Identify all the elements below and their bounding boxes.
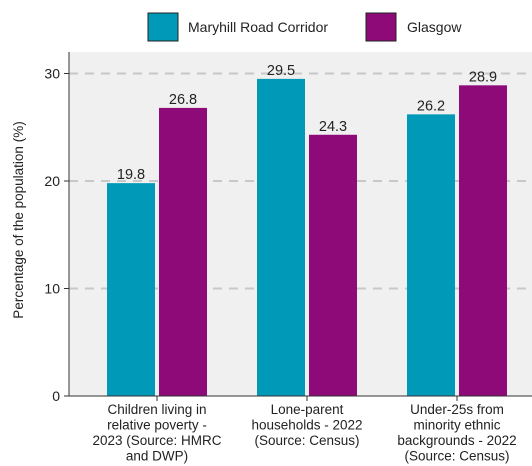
data-label: 26.8 <box>169 92 197 108</box>
legend-swatch <box>365 12 397 42</box>
data-label: 26.2 <box>417 98 445 114</box>
bar-glasgow-2 <box>459 85 507 396</box>
x-category-label: Children living in relative poverty -2023… <box>92 402 221 464</box>
legend-label: Maryhill Road Corridor <box>188 19 328 35</box>
y-tick-label: 10 <box>44 281 60 297</box>
bar-maryhill-2 <box>407 114 455 396</box>
bar-glasgow-1 <box>309 134 357 396</box>
data-label: 28.9 <box>469 69 497 85</box>
legend: Maryhill Road Corridor Glasgow <box>147 12 462 42</box>
bar-maryhill-1 <box>257 78 305 396</box>
y-tick-label: 0 <box>52 388 60 404</box>
y-tick-label: 20 <box>44 173 60 189</box>
y-tick-labels: 0 10 20 30 <box>44 66 60 405</box>
x-category-labels: Children living in relative poverty -2023… <box>92 402 516 464</box>
x-category-label: Under-25s from minority ethnic backgrounds… <box>397 402 516 464</box>
legend-swatch <box>147 12 179 42</box>
bar-glasgow-0 <box>159 107 207 397</box>
axes <box>64 52 532 401</box>
y-tick-label: 30 <box>44 66 60 82</box>
y-axis-title: Percentage of the population (%) <box>11 121 26 318</box>
data-label: 24.3 <box>319 119 347 135</box>
data-labels: 19.8 26.8 29.5 24.3 26.2 28.9 <box>117 63 497 183</box>
x-category-label: Lone-parent households - 2022 (Source: Cen… <box>251 402 362 448</box>
bars <box>107 78 507 397</box>
data-label: 19.8 <box>117 167 145 183</box>
data-label: 29.5 <box>267 63 295 79</box>
bar-maryhill-0 <box>107 183 155 396</box>
legend-label: Glasgow <box>407 19 462 35</box>
